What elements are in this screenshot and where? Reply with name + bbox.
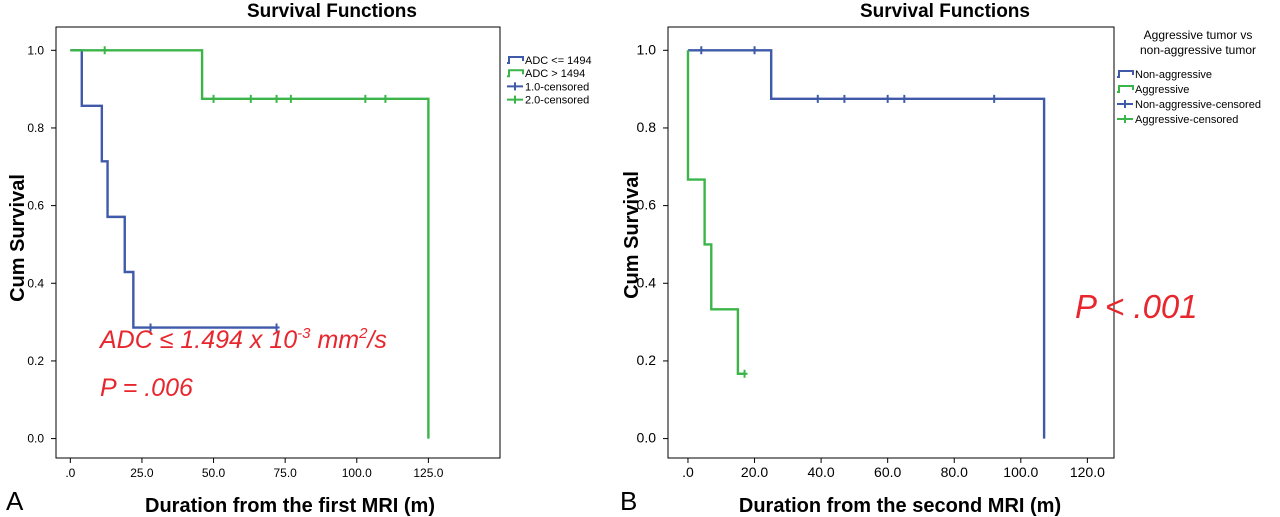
panel-a-series-1-censor-mark [382, 94, 389, 103]
panel-b-xtick-label: 100.0 [1003, 464, 1038, 480]
panel-b-series-0-censor-mark [751, 46, 758, 55]
panel-a-xtick-label: 25.0 [130, 466, 154, 480]
panel-b-xtick-label: 20.0 [741, 464, 768, 480]
panel-b-series-0-censor-mark [698, 46, 705, 55]
panel-a-ytick-label: 0.8 [27, 121, 44, 135]
panel-a-xtick-label: 125.0 [413, 466, 443, 480]
panel-a-series-0-censor-mark [273, 323, 280, 332]
panel-a-ytick-label: 0.6 [27, 199, 44, 213]
panel-b-ytick-label: 0.2 [637, 352, 657, 368]
panel-a-xtick-label: 100.0 [342, 466, 372, 480]
panel-a-series-0-line [70, 49, 277, 329]
panel-b-legend-plus-swatch [1117, 100, 1133, 108]
panel-b-legend-title: Aggressive tumor vs [1144, 28, 1253, 42]
panel-b-legend-title: non-aggressive tumor [1140, 43, 1256, 57]
panel-a-series-1-censor-mark [273, 94, 280, 103]
panel-b-ytick-label: 1.0 [637, 41, 657, 57]
panel-b-legend-step-swatch [1117, 85, 1134, 93]
panel-a-legend-step-swatch [507, 69, 524, 78]
panel-a-series-1-censor-mark [101, 46, 108, 55]
panel-a-legend-entry-label: ADC <= 1494 [525, 55, 592, 67]
panel-a-series-1-censor-mark [247, 94, 254, 103]
panel-a-annotation-adc: ADC ≤ 1.494 x 10-3 mm2/s [98, 325, 387, 354]
panel-a-ytick-label: 0.0 [27, 432, 44, 446]
panel-a-annotation-p: P = .006 [100, 374, 193, 402]
panel-a-xtick-label: 50.0 [202, 466, 226, 480]
panel-b-ytick-label: 0.4 [637, 274, 657, 290]
panel-a: Survival Functions Cum Survival Duration… [6, 1, 592, 517]
panel-a-title: Survival Functions [247, 1, 417, 22]
panel-a-series-1-line [70, 49, 430, 439]
panel-b-frame [667, 26, 1115, 459]
panel-b-title: Survival Functions [860, 1, 1030, 22]
panel-a-legend-entry-label: ADC > 1494 [525, 68, 585, 80]
panel-a-letter: A [6, 486, 24, 516]
panel-a-legend-plus-swatch [507, 82, 523, 91]
panel-b-xtick-label: 60.0 [874, 464, 901, 480]
panel-b-ytick-label: 0.6 [637, 197, 657, 213]
panel-a-ytick-label: 0.2 [27, 354, 44, 368]
panel-b-legend-plus-swatch [1117, 115, 1133, 123]
panel-b-series-0-censor-mark [884, 94, 891, 103]
panel-a-series-0-censor-mark [147, 323, 154, 332]
panel-b-legend-entry-label: Aggressive [1135, 84, 1189, 96]
panel-a-series-1-censor-mark [210, 94, 217, 103]
panel-a-plot: 0.0 0.2 0.4 0.6 0.8 1.0 .0 25.0 50.0 75.0 100.0 125… [27, 26, 501, 480]
panel-b-ytick-label: 0.0 [637, 430, 657, 446]
panel-a-ytick-label: 0.4 [27, 276, 44, 290]
panel-b-xlabel: Duration from the second MRI (m) [739, 495, 1061, 517]
panel-b-legend-entry-label: Non-aggressive [1135, 69, 1212, 81]
panel-b-ylabel: Cum Survival [621, 171, 643, 299]
panel-b-xtick-label: 120.0 [1070, 464, 1105, 480]
panel-a-series-1-censor-mark [362, 94, 369, 103]
panel-b-legend-entry-label: Aggressive-censored [1135, 114, 1238, 126]
panel-a-legend-step-swatch [507, 56, 524, 64]
panel-a-legend-entry-label: 2.0-censored [525, 95, 589, 107]
panel-b-xtick-label: 40.0 [807, 464, 834, 480]
panel-a-ytick-label: 1.0 [27, 43, 44, 57]
panel-a-ylabel: Cum Survival [7, 174, 29, 302]
panel-b-series-0-censor-mark [814, 94, 821, 103]
panel-b-letter: B [620, 486, 637, 516]
panel-a-xlabel: Duration from the first MRI (m) [145, 495, 435, 517]
panel-b-xtick-label: 80.0 [941, 464, 968, 480]
panel-b-plot: 0.0 0.2 0.4 0.6 0.8 1.0 .0 20.0 40.0 60.0 80.0 100.… [637, 26, 1115, 480]
panel-b-ytick-label: 0.8 [637, 119, 657, 135]
panel-a-xtick-label: 75.0 [273, 466, 297, 480]
panel-b-series-1-line [686, 50, 745, 375]
panel-b-legend-entry-label: Non-aggressive-censored [1135, 99, 1261, 111]
panel-b-series-0-censor-mark [991, 94, 998, 103]
panel-b-annotation-p: P < .001 [1075, 288, 1198, 325]
panel-a-legend-entry-label: 1.0-censored [525, 81, 589, 93]
panel-a-legend-plus-swatch [507, 95, 523, 104]
panel-b-series-1-censor-mark [741, 369, 748, 378]
panel-a-series-1-censor-mark [287, 94, 294, 103]
panel-b-series-0-censor-mark [841, 94, 848, 103]
panel-b-xtick-label: .0 [682, 464, 694, 480]
panel-a-xtick-label: .0 [65, 466, 75, 480]
panel-a-frame [55, 26, 501, 459]
panel-b: Survival Functions Cum Survival Duration… [620, 1, 1261, 517]
panel-b-legend-step-swatch [1117, 70, 1134, 78]
panel-b-series-0-censor-mark [901, 94, 908, 103]
panel-b-series-0-line [687, 49, 1046, 439]
